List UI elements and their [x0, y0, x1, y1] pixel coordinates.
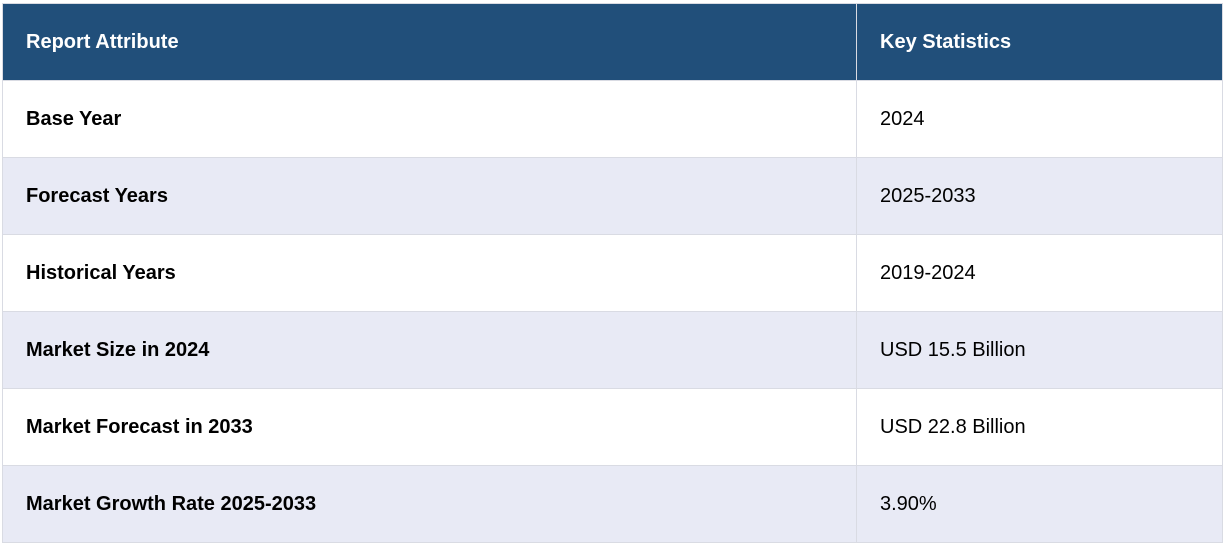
table-row: Market Forecast in 2033 USD 22.8 Billion — [2, 388, 1223, 466]
table-row: Base Year 2024 — [2, 80, 1223, 158]
value-cell: USD 15.5 Billion — [856, 311, 1223, 389]
value-cell: 2019-2024 — [856, 234, 1223, 312]
attribute-cell: Historical Years — [2, 234, 857, 312]
header-cell: Report Attribute — [2, 3, 857, 81]
attribute-cell: Market Forecast in 2033 — [2, 388, 857, 466]
attribute-cell: Market Size in 2024 — [2, 311, 857, 389]
header-row: Report Attribute Key Statistics — [2, 3, 1223, 81]
table-row: Market Growth Rate 2025-2033 3.90% — [2, 465, 1223, 543]
table-row: Forecast Years 2025-2033 — [2, 157, 1223, 235]
table-body: Base Year 2024 Forecast Years 2025-2033 Hist… — [2, 80, 1223, 543]
attribute-cell: Forecast Years — [2, 157, 857, 235]
value-cell: USD 22.8 Billion — [856, 388, 1223, 466]
value-cell: 3.90% — [856, 465, 1223, 543]
attribute-cell: Market Growth Rate 2025-2033 — [2, 465, 857, 543]
attribute-cell: Base Year — [2, 80, 857, 158]
stats-table: Report Attribute Key Statistics Base Yea… — [2, 3, 1223, 543]
table-row: Historical Years 2019-2024 — [2, 234, 1223, 312]
header-cell: Key Statistics — [856, 3, 1223, 81]
value-cell: 2025-2033 — [856, 157, 1223, 235]
value-cell: 2024 — [856, 80, 1223, 158]
table-row: Market Size in 2024 USD 15.5 Billion — [2, 311, 1223, 389]
